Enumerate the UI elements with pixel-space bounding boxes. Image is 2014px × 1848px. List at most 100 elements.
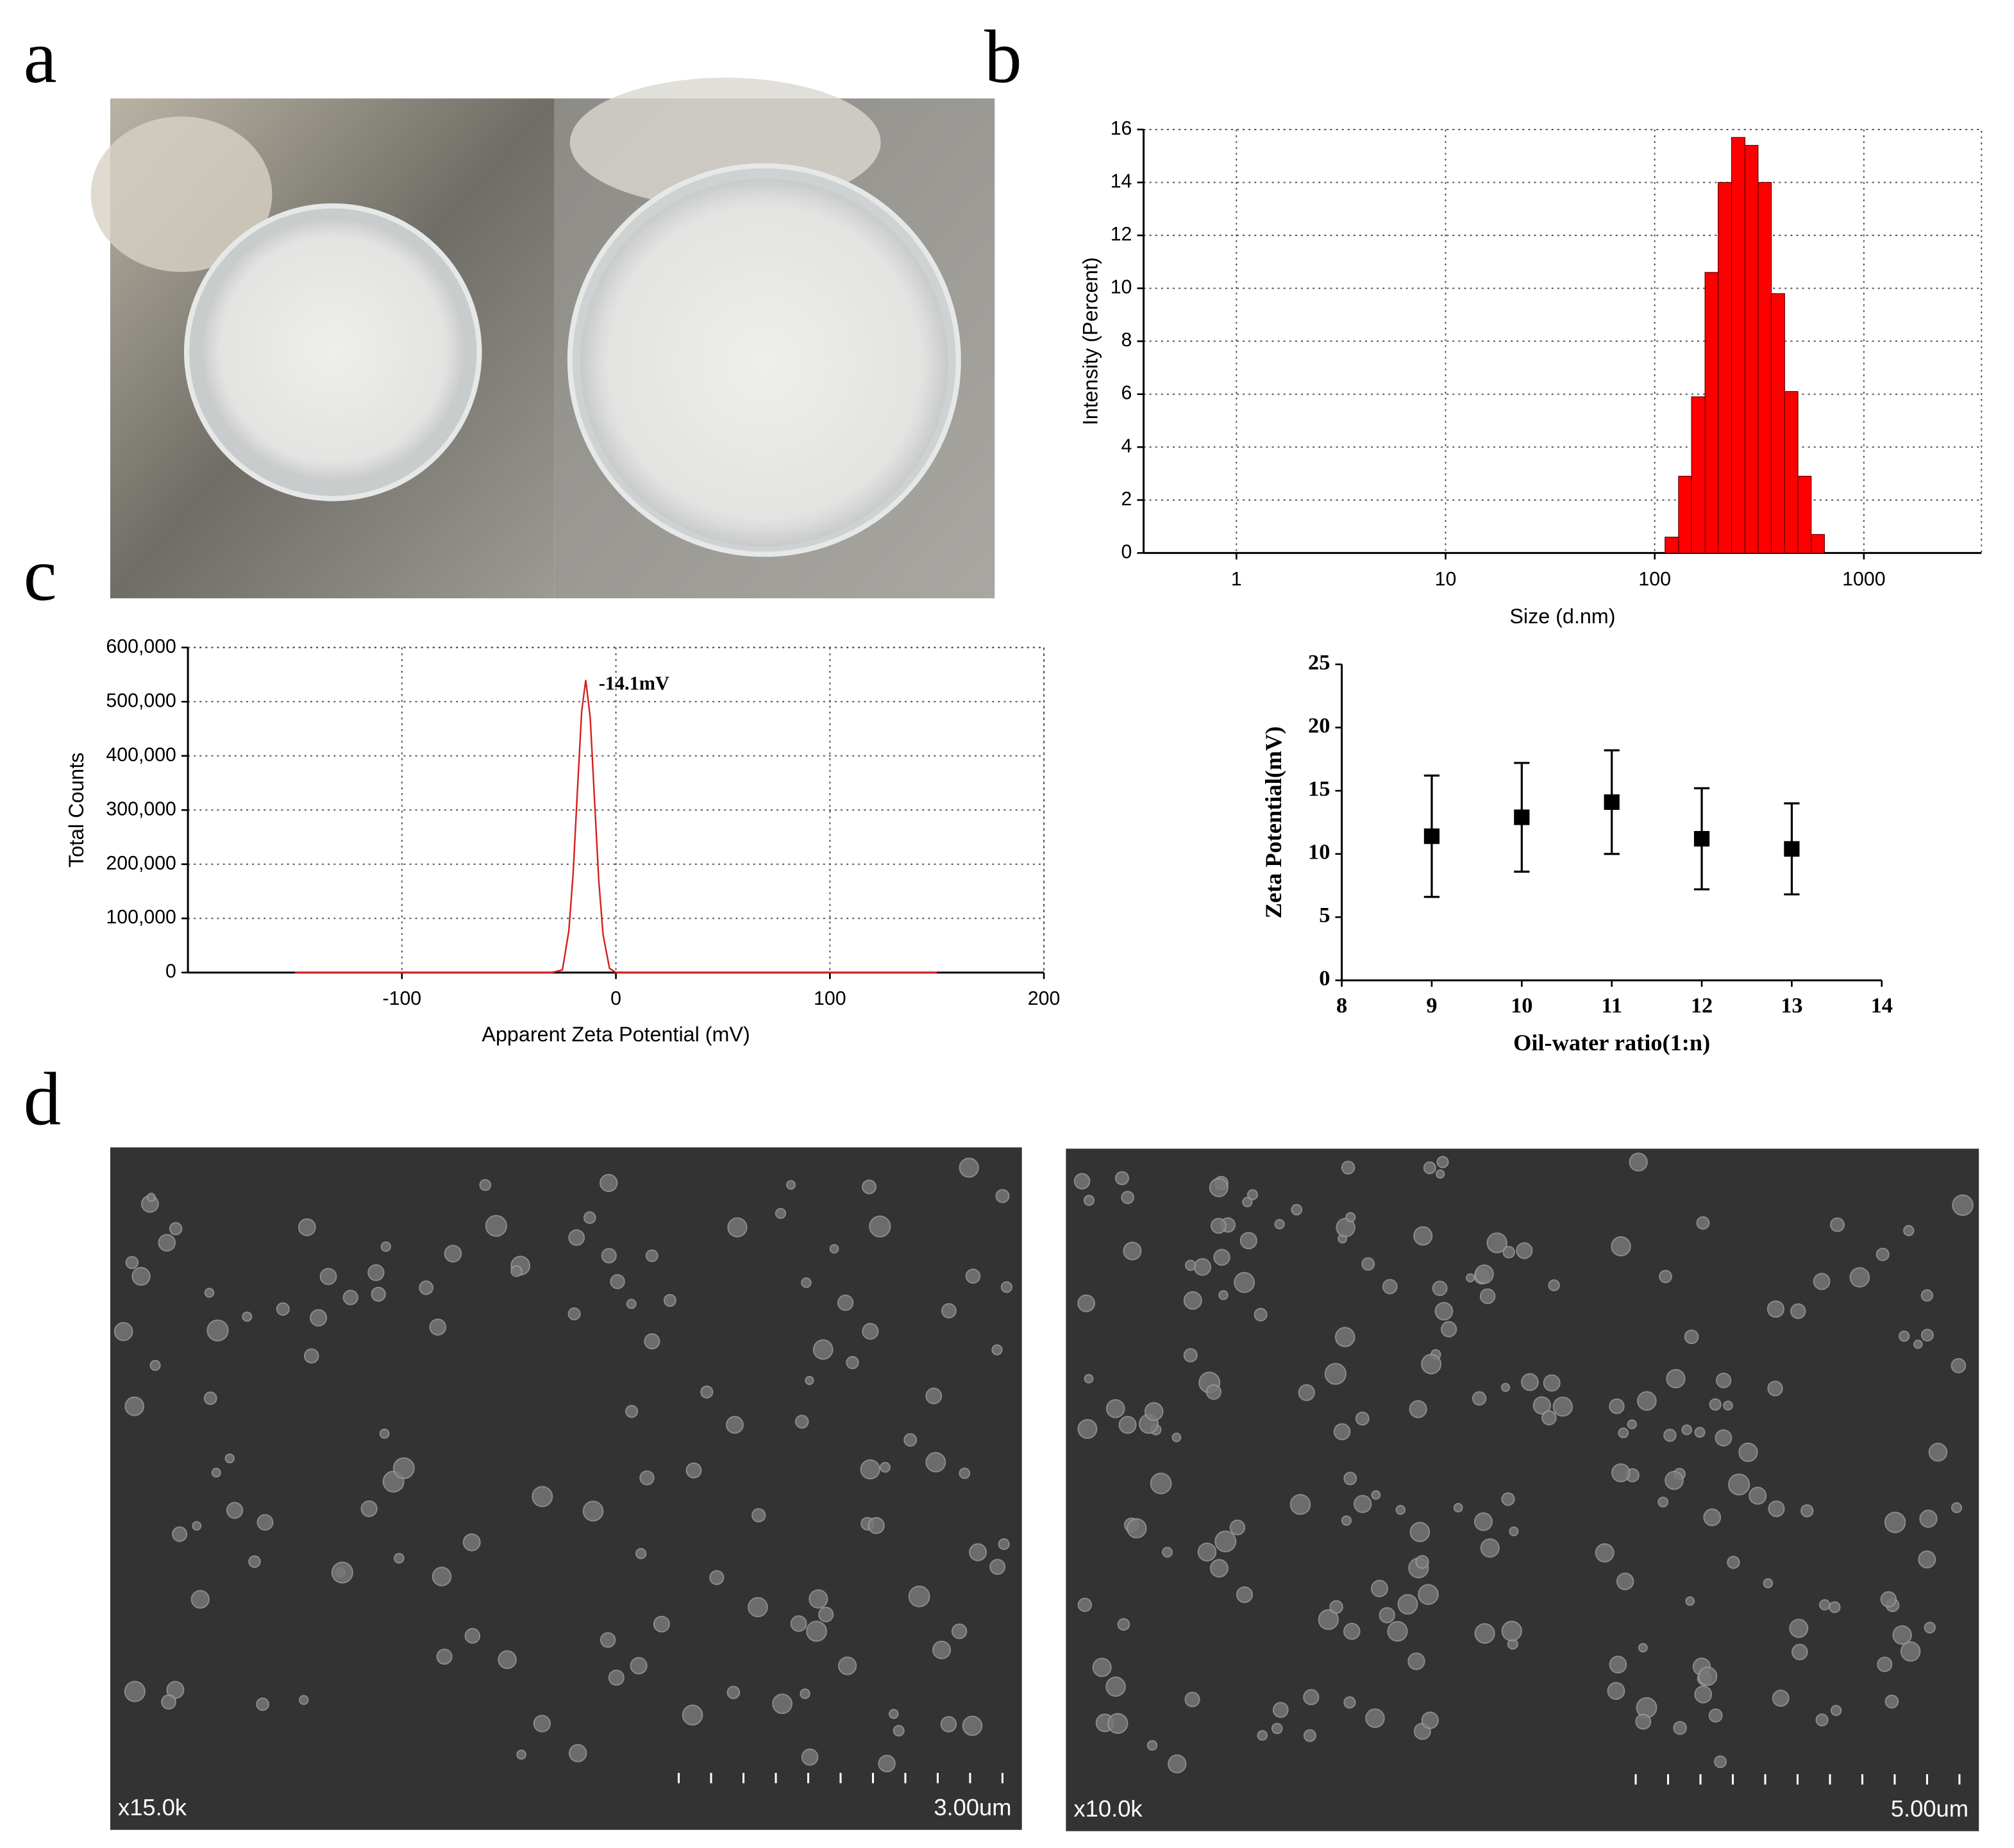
particle	[925, 1452, 946, 1473]
particle	[1413, 1226, 1433, 1246]
bar	[1758, 181, 1772, 553]
particle	[1819, 1599, 1831, 1611]
particle	[1616, 1572, 1634, 1590]
particle	[1673, 1721, 1687, 1735]
particle	[1657, 1497, 1668, 1508]
particle	[748, 1597, 768, 1618]
particle	[962, 1715, 983, 1736]
particle	[1397, 1593, 1418, 1615]
point	[1693, 830, 1710, 847]
y-tick-label: 5	[1319, 903, 1330, 927]
particle	[818, 1606, 834, 1622]
x-tick-label: 9	[1426, 993, 1437, 1018]
particle	[751, 1508, 766, 1523]
particle	[242, 1311, 253, 1322]
particle	[1473, 1512, 1493, 1531]
particle	[485, 1214, 507, 1237]
particle	[1333, 1423, 1351, 1441]
particle	[1548, 1279, 1560, 1291]
point	[1604, 794, 1620, 811]
panel-label: a	[24, 16, 57, 99]
particle	[1387, 1621, 1408, 1642]
particle	[1254, 1307, 1268, 1322]
particle	[727, 1217, 748, 1238]
x-tick-label: 13	[1781, 993, 1802, 1018]
particle	[1474, 1264, 1494, 1284]
particle	[1918, 1550, 1936, 1568]
y-tick-label: 16	[1111, 118, 1132, 139]
particle	[190, 1590, 210, 1609]
particle	[1184, 1692, 1200, 1708]
particle	[965, 1268, 981, 1284]
y-tick-label: 200,000	[106, 853, 176, 874]
particle	[1382, 1279, 1398, 1295]
particle	[1472, 1391, 1487, 1406]
particle	[1480, 1538, 1500, 1558]
particle	[532, 1486, 553, 1508]
particle	[1211, 1218, 1227, 1234]
particle	[812, 1339, 834, 1360]
particle	[161, 1694, 176, 1710]
particle	[1298, 1384, 1315, 1401]
particle	[1197, 1542, 1217, 1562]
particle	[775, 1207, 787, 1219]
chart: 0 100,000 200,000 300,000 400,000 500,000 600,…	[65, 636, 1060, 1046]
particle	[1951, 1502, 1963, 1513]
particle	[1236, 1586, 1253, 1604]
particle	[1479, 1288, 1496, 1304]
particle	[1928, 1443, 1948, 1462]
x-tick-label: 14	[1871, 993, 1893, 1018]
particle	[432, 1567, 452, 1586]
particle	[1552, 1397, 1573, 1417]
magnification: x10.0k	[1074, 1795, 1143, 1822]
particle	[1084, 1373, 1094, 1384]
particle	[1107, 1713, 1129, 1735]
particle	[169, 1222, 183, 1236]
particle	[1000, 1281, 1012, 1293]
particle	[533, 1715, 551, 1733]
particle	[869, 1215, 891, 1238]
y-tick-label: 25	[1308, 650, 1330, 675]
particle	[888, 1709, 899, 1719]
particle	[1123, 1241, 1142, 1261]
particle	[1520, 1373, 1539, 1391]
particle	[1183, 1348, 1198, 1363]
particle	[772, 1693, 793, 1715]
particle	[113, 1322, 133, 1341]
particle	[1708, 1708, 1723, 1723]
particle	[149, 1359, 161, 1371]
y-tick-label: 0	[165, 961, 176, 982]
y-tick-label: 6	[1121, 383, 1132, 404]
y-tick-label: 12	[1111, 224, 1132, 245]
particle	[248, 1555, 261, 1568]
particle	[1815, 1713, 1829, 1727]
particle	[1341, 1515, 1352, 1526]
particle	[1636, 1391, 1657, 1411]
bar	[1691, 396, 1706, 553]
particle	[444, 1245, 462, 1263]
bar	[1665, 537, 1679, 553]
particle	[464, 1627, 481, 1644]
particle	[371, 1286, 386, 1302]
particle	[1685, 1596, 1695, 1606]
photo-left	[90, 98, 555, 599]
particle	[1899, 1331, 1910, 1342]
particle	[1715, 1372, 1732, 1388]
particle	[1162, 1547, 1173, 1558]
particle	[639, 1470, 655, 1486]
particle	[1361, 1257, 1375, 1271]
particle	[1242, 1197, 1253, 1207]
particle	[1913, 1340, 1923, 1349]
particle	[319, 1268, 337, 1286]
particle	[1127, 1518, 1147, 1539]
bar	[1678, 476, 1692, 553]
particle	[1509, 1526, 1519, 1536]
x-tick-label: 200	[1028, 988, 1061, 1009]
y-axis-label: Intensity (Percent)	[1078, 257, 1102, 425]
particle	[805, 1375, 814, 1386]
particle	[1234, 1272, 1255, 1293]
x-tick-label: 8	[1336, 993, 1347, 1018]
particle	[682, 1704, 703, 1726]
particle	[1880, 1591, 1897, 1608]
